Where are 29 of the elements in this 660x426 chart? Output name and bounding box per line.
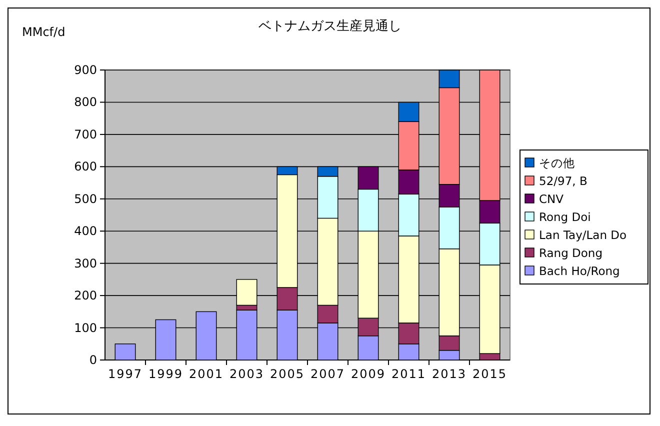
y-axis-title: MMcf/d <box>22 25 66 39</box>
y-tick-label: 0 <box>89 353 97 367</box>
y-tick-label: 300 <box>74 256 97 270</box>
legend-label: Bach Ho/Rong <box>539 264 620 278</box>
x-tick-label: 2009 <box>350 367 386 381</box>
y-tick-label: 500 <box>74 192 97 206</box>
x-tick-label: 2013 <box>432 367 467 381</box>
chart-title: ベトナムガス生産見通し <box>258 18 402 34</box>
legend-label: Rang Dong <box>539 246 603 260</box>
x-tick-label: 2007 <box>310 367 346 381</box>
x-tick-label: 2005 <box>270 367 305 381</box>
y-tick-label: 600 <box>74 160 97 174</box>
legend-label: CNV <box>539 192 564 206</box>
x-tick-label: 2015 <box>472 367 508 381</box>
legend-label: 52/97, B <box>539 174 588 188</box>
legend-label: Lan Tay/Lan Do <box>539 228 627 242</box>
x-tick-label: 2011 <box>391 367 426 381</box>
x-tick-label: 1999 <box>148 367 184 381</box>
x-tick-label: 1997 <box>108 367 143 381</box>
y-tick-label: 100 <box>74 320 97 335</box>
legend-label: Rong Doi <box>539 210 591 224</box>
x-tick-label: 2003 <box>229 367 264 381</box>
y-tick-label: 900 <box>74 63 97 77</box>
x-tick-label: 2001 <box>188 367 224 381</box>
y-tick-label: 200 <box>74 288 97 303</box>
y-tick-label: 400 <box>74 224 97 238</box>
y-tick-label: 700 <box>74 127 97 142</box>
y-tick-label: 800 <box>74 95 97 110</box>
legend-label: その他 <box>539 156 575 170</box>
